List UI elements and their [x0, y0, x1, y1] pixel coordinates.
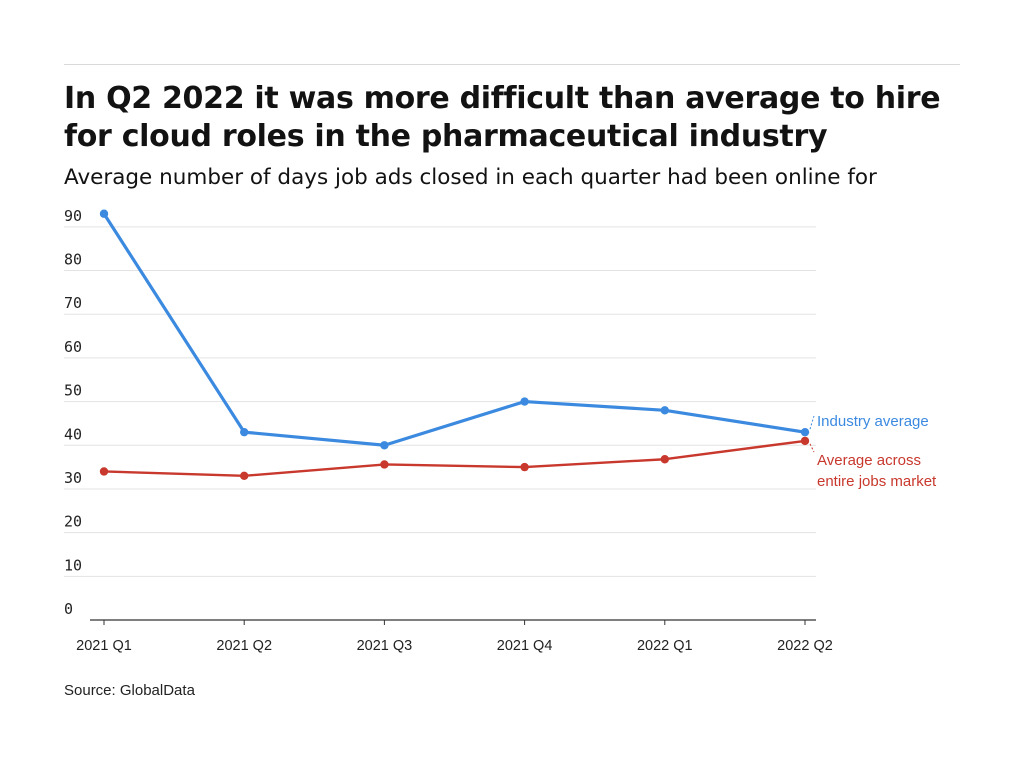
x-tick-label: 2022 Q1 — [637, 638, 693, 654]
y-tick-label: 0 — [64, 600, 73, 618]
data-point — [380, 441, 389, 450]
series-label: Industry average — [817, 413, 929, 430]
y-tick-label: 10 — [64, 556, 82, 574]
data-point — [800, 427, 810, 437]
data-point — [800, 436, 810, 446]
chart-title: In Q2 2022 it was more difficult than av… — [64, 81, 941, 154]
y-tick-label: 30 — [64, 469, 82, 487]
x-tick-label: 2021 Q2 — [216, 638, 272, 654]
data-point — [99, 209, 109, 218]
data-point — [660, 455, 669, 464]
y-tick-label: 90 — [64, 207, 82, 225]
x-tick-label: 2021 Q3 — [357, 638, 413, 654]
data-point — [240, 471, 249, 481]
label-leader — [809, 415, 815, 430]
y-tick-label: 60 — [64, 338, 82, 356]
y-tick-label: 80 — [64, 251, 82, 269]
data-point — [660, 406, 669, 415]
data-point — [99, 467, 109, 476]
data-point — [520, 397, 529, 406]
x-tick-label: 2021 Q1 — [76, 638, 132, 654]
y-tick-label: 50 — [64, 382, 82, 400]
y-tick-label: 40 — [64, 425, 82, 443]
top-rule — [64, 64, 960, 65]
series-line — [103, 439, 806, 478]
data-point — [380, 460, 389, 469]
series-label: Average across — [817, 452, 921, 469]
series — [99, 209, 810, 481]
series-label: entire jobs market — [817, 473, 937, 490]
gridlines — [64, 226, 816, 577]
x-tick-label: 2021 Q4 — [497, 638, 553, 654]
y-tick-label: 70 — [64, 294, 82, 312]
data-point — [240, 427, 249, 437]
axes: 0 10 20 30 40 50 60 70 80 90 2021 Q1 2021 Q2 2021 Q3… — [64, 207, 833, 654]
y-tick-label: 20 — [64, 513, 82, 531]
series-labels: Industry average Average across entire job… — [809, 413, 937, 490]
label-leader — [809, 443, 815, 453]
chart-subtitle: Average number of days job ads closed in… — [64, 165, 877, 190]
data-point — [520, 462, 529, 472]
x-tick-label: 2022 Q2 — [777, 638, 833, 654]
series-line — [102, 212, 806, 447]
source-note: Source: GlobalData — [64, 682, 195, 699]
